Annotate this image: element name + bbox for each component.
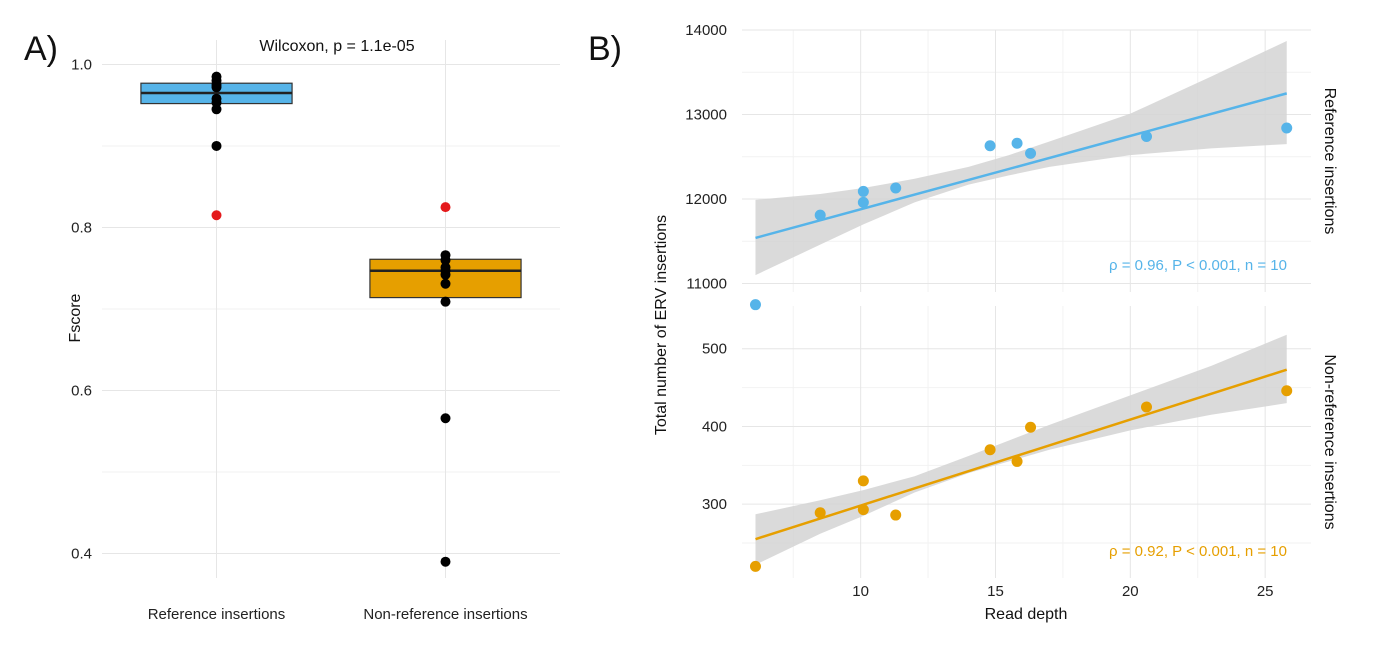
panel-b-scatter: B) 11000 12000 13000 14000 ρ = 0.96, P < 0.0…	[588, 22, 1338, 623]
data-point	[857, 504, 869, 516]
facet-non-reference: 300 400 500 ρ = 0.92, P < 0.001, n = 10 Non-…	[702, 306, 1338, 578]
confidence-ribbon	[755, 40, 1287, 276]
chart-a-y-axis-label: Fscore	[67, 293, 84, 342]
regression-line	[755, 92, 1288, 240]
data-point	[440, 255, 451, 266]
chart-a-title: Wilcoxon, p = 1.1e-05	[259, 38, 414, 55]
correlation-annotation: ρ = 0.96, P < 0.001, n = 10	[1109, 257, 1287, 274]
data-point	[1141, 130, 1153, 142]
data-point	[211, 140, 222, 151]
correlation-annotation: ρ = 0.92, P < 0.001, n = 10	[1109, 543, 1287, 560]
data-point	[211, 82, 222, 93]
data-point	[984, 444, 996, 456]
y-tick-label: 11000	[686, 276, 727, 293]
data-point	[440, 413, 451, 424]
panel-a-label: A)	[24, 30, 58, 68]
y-tick-label: 400	[702, 418, 727, 435]
data-point	[1141, 401, 1153, 413]
data-point	[749, 299, 761, 311]
outlier-point	[211, 210, 222, 221]
data-point	[1011, 137, 1023, 149]
data-point	[1025, 421, 1037, 433]
data-point	[1281, 385, 1293, 397]
outlier-point	[440, 202, 451, 213]
data-point	[984, 140, 996, 152]
y-tick-label: 0.6	[71, 383, 92, 400]
panel-a-boxplot: A) 0.4 0.6 0.8 1.0 Reference insertions Non-…	[24, 30, 560, 623]
data-point	[890, 182, 902, 194]
x-tick-label: 10	[852, 583, 869, 600]
data-point	[440, 556, 451, 567]
data-point	[1011, 455, 1023, 467]
x-tick-label: 15	[987, 583, 1004, 600]
x-tick-label: Non-reference insertions	[363, 606, 527, 623]
data-point	[1025, 147, 1037, 159]
facet-reference: 11000 12000 13000 14000 ρ = 0.96, P < 0.001,…	[685, 22, 1338, 311]
y-tick-label: 0.4	[71, 546, 92, 563]
y-tick-label: 300	[702, 496, 727, 513]
chart-b-x-axis-label: Read depth	[985, 606, 1068, 623]
y-tick-label: 13000	[685, 107, 727, 124]
regression-line	[755, 368, 1288, 541]
y-tick-label: 12000	[685, 191, 727, 208]
data-point	[890, 509, 902, 521]
x-tick-label: Reference insertions	[148, 606, 286, 623]
data-point	[857, 185, 869, 197]
data-point	[749, 560, 761, 572]
data-point	[440, 296, 451, 307]
panel-b-label: B)	[588, 30, 622, 68]
data-point	[440, 278, 451, 289]
y-tick-label: 1.0	[71, 56, 92, 73]
data-point	[440, 269, 451, 280]
x-tick-label: 20	[1122, 583, 1139, 600]
confidence-ribbon	[755, 334, 1287, 565]
x-tick-label: 25	[1257, 583, 1274, 600]
facet-strip-label: Reference insertions	[1321, 88, 1338, 235]
y-tick-label: 0.8	[71, 219, 92, 236]
data-point	[211, 104, 222, 115]
data-point	[857, 196, 869, 208]
facet-strip-label: Non-reference insertions	[1321, 354, 1338, 529]
chart-b-y-axis-label: Total number of ERV insertions	[653, 215, 670, 435]
y-tick-label: 500	[702, 341, 727, 358]
data-point	[814, 209, 826, 221]
y-tick-label: 14000	[685, 22, 727, 39]
data-point	[857, 475, 869, 487]
data-point	[814, 507, 826, 519]
data-point	[1281, 122, 1293, 134]
